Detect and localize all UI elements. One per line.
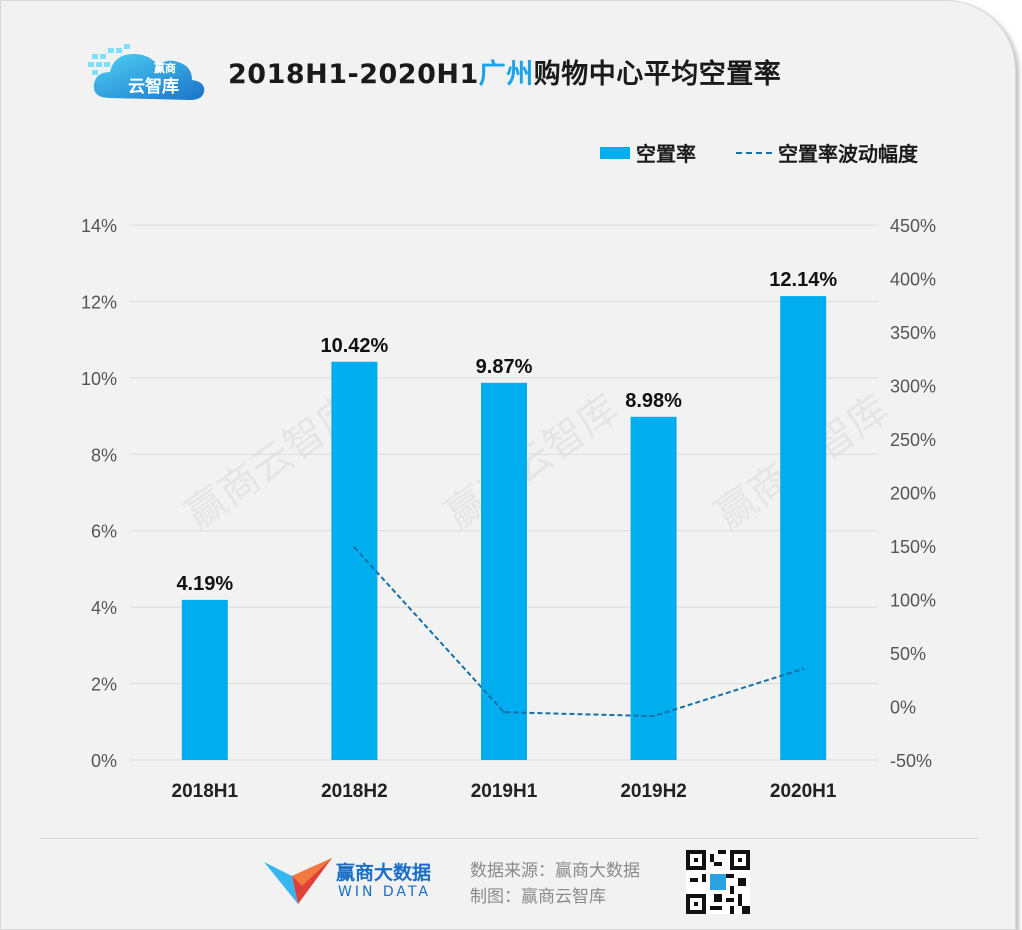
source-line: 数据来源：赢商大数据 (470, 861, 640, 881)
title-highlight: 广州 (478, 59, 534, 90)
bar-data-label: 10.42% (320, 335, 388, 357)
footer-brand: 赢商大数据 (336, 862, 432, 884)
y-right-tick-label: 300% (890, 377, 936, 397)
x-tick-label: 2019H1 (471, 781, 538, 802)
y-right-tick-label: 450% (890, 216, 936, 236)
legend-bar-swatch (600, 146, 630, 159)
y-left-tick-label: 12% (81, 292, 117, 312)
logo-text-bottom: 云智库 (128, 76, 179, 97)
legend-bar-label: 空置率 (636, 142, 696, 166)
footer-divider (40, 838, 978, 839)
data-source: 数据来源：赢商大数据 制图：赢商云智库 (470, 858, 640, 910)
bar (331, 361, 378, 760)
y-right-tick-label: 350% (890, 323, 936, 343)
y-right-tick-label: -50% (890, 751, 932, 771)
y-left-tick-label: 10% (81, 369, 117, 389)
yingshang-cloud-logo: 赢商 云智库 (88, 44, 205, 100)
fluctuation-point (502, 710, 506, 714)
y-left-tick-label: 8% (91, 445, 117, 465)
footer-brand-en: WIN DATA (338, 884, 431, 900)
fluctuation-point (652, 714, 655, 718)
logo-text-top: 赢商 (154, 61, 176, 75)
fluctuation-point (353, 546, 356, 549)
y-left-tick-label: 6% (91, 522, 117, 542)
y-right-tick-label: 200% (890, 484, 936, 504)
x-tick-label: 2019H2 (620, 781, 687, 802)
bar (630, 416, 677, 760)
qr-code-icon (686, 850, 750, 914)
bar (780, 296, 827, 760)
title-prefix: 2018H1-2020H1 (228, 59, 479, 90)
y-right-tick-label: 100% (890, 591, 936, 611)
bar (181, 599, 228, 760)
bar-data-label: 12.14% (769, 269, 837, 291)
bar (481, 382, 527, 760)
y-right-tick-label: 250% (890, 430, 936, 450)
x-tick-label: 2018H1 (172, 781, 239, 802)
y-left-tick-label: 2% (91, 675, 117, 695)
title-suffix: 购物中心平均空置率 (533, 59, 782, 90)
x-tick-label: 2020H1 (770, 781, 837, 802)
chart-title: 2018H1-2020H1广州购物中心平均空置率 (228, 52, 781, 91)
y-left-tick-label: 4% (91, 598, 117, 618)
legend-bar-item: 空置率 (600, 138, 696, 167)
made-by-line: 制图：赢商云智库 (470, 887, 606, 907)
legend-line-item: 空置率波动幅度 (736, 138, 918, 167)
y-left-tick-label: 0% (91, 751, 117, 771)
y-right-tick-label: 0% (890, 698, 916, 718)
fluctuation-line (353, 546, 804, 718)
y-right-tick-label: 50% (890, 644, 926, 664)
fluctuation-point (802, 667, 805, 671)
bar-data-label: 9.87% (476, 356, 533, 378)
y-right-tick-label: 150% (890, 537, 936, 557)
y-left-tick-label: 14% (81, 216, 117, 236)
bar-data-label: 4.19% (176, 573, 233, 595)
y-right-tick-label: 400% (890, 270, 936, 290)
legend-line-swatch (736, 151, 772, 154)
bar-data-label: 8.98% (625, 390, 682, 412)
legend-line-label: 空置率波动幅度 (778, 142, 918, 166)
x-tick-label: 2018H2 (321, 781, 388, 802)
windata-logo (264, 858, 332, 904)
